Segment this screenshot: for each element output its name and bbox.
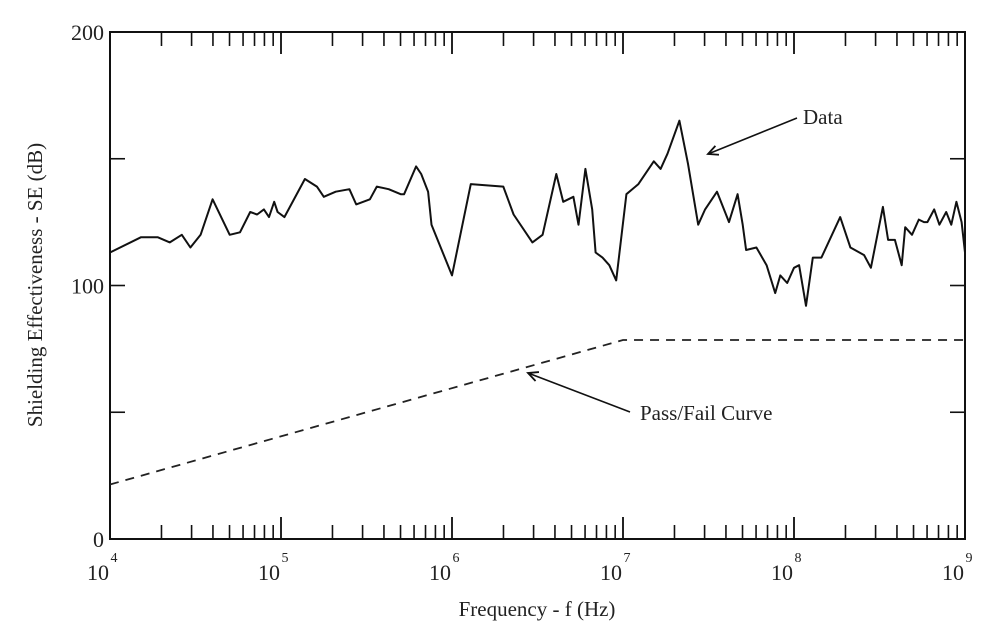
y-tick-labels: 0 100 200 (71, 20, 104, 552)
x-tick-label: 10 (942, 560, 964, 585)
x-tick-exponent: 6 (453, 551, 460, 566)
annotation-arrowhead-icon (706, 145, 720, 156)
y-tick-label: 0 (93, 527, 104, 552)
axis-ticks (109, 31, 966, 540)
y-axis-title: Shielding Effectiveness - SE (dB) (23, 143, 47, 427)
annotations: Data Pass/Fail Curve (526, 105, 843, 425)
x-tick-exponent: 8 (795, 551, 802, 566)
x-tick-exponent: 4 (111, 551, 118, 566)
annotation-label: Data (803, 105, 843, 129)
x-axis-title: Frequency - f (Hz) (459, 597, 616, 621)
pass-fail-curve-line (109, 339, 965, 486)
y-tick-label: 200 (71, 20, 104, 45)
annotation-label: Pass/Fail Curve (640, 401, 772, 425)
x-tick-exponent: 7 (624, 551, 631, 566)
annotation-arrowhead-icon (526, 371, 540, 382)
annotation-arrow-shaft (527, 372, 631, 413)
x-tick-exponent: 5 (282, 551, 289, 566)
x-tick-label: 10 (600, 560, 622, 585)
x-tick-label: 10 (771, 560, 793, 585)
plot-frame (109, 31, 966, 540)
y-tick-label: 100 (71, 274, 104, 299)
x-tick-label: 10 (429, 560, 451, 585)
annotation-arrow-shaft (707, 117, 798, 155)
data-series-line (109, 119, 966, 307)
x-tick-label: 10 (87, 560, 109, 585)
x-tick-label: 10 (258, 560, 280, 585)
x-tick-exponent: 9 (966, 551, 973, 566)
